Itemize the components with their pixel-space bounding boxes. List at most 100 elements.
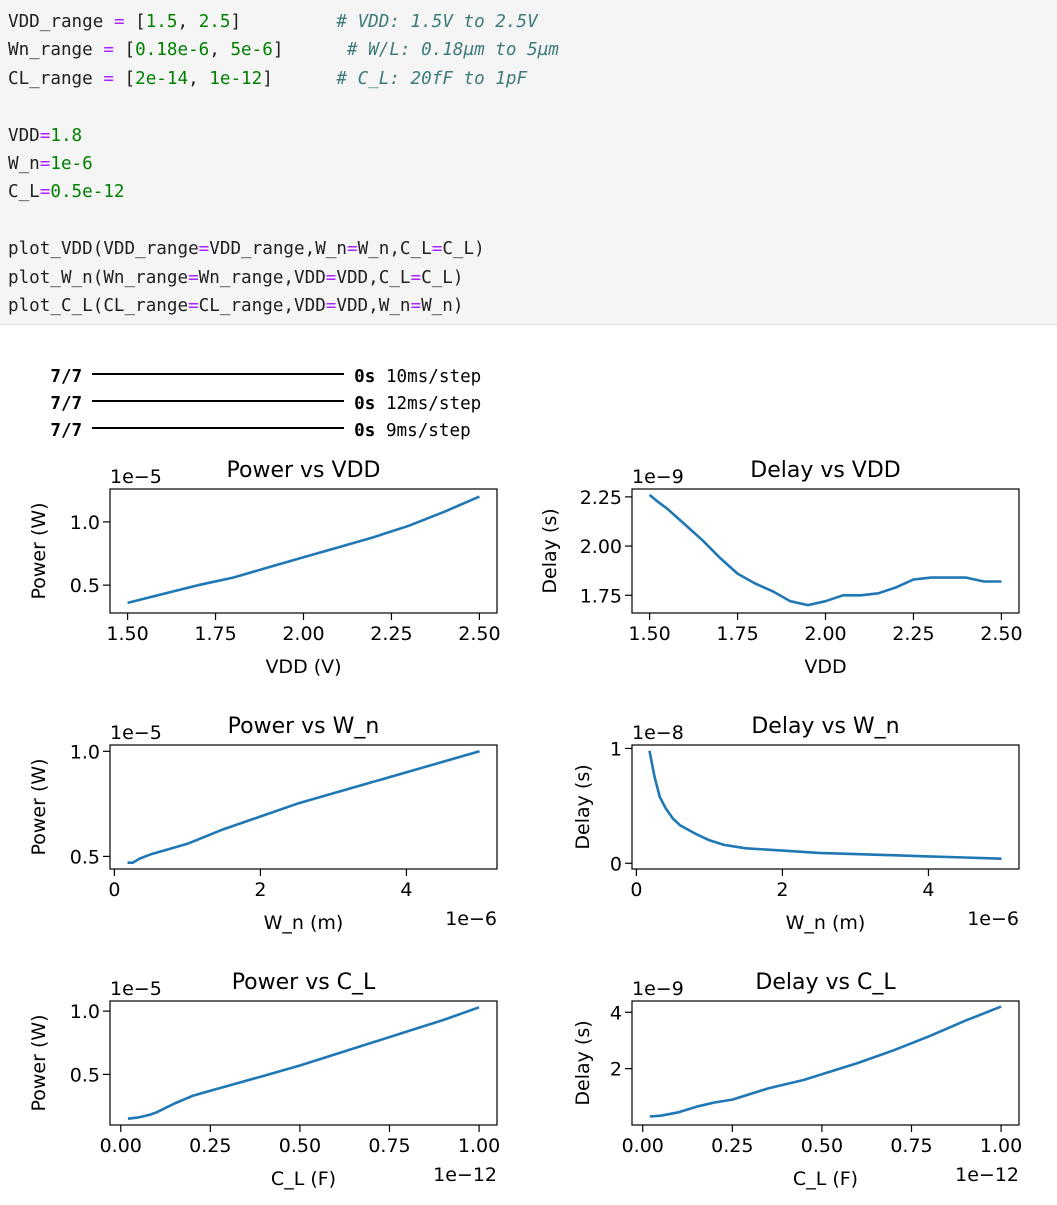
- axes-frame: [631, 488, 1020, 614]
- x-axis-label: W_n (m): [264, 912, 344, 934]
- x-tick-label: 0.00: [622, 1135, 664, 1157]
- chart-title: Power vs C_L: [232, 970, 376, 995]
- code-token: VDD_range: [8, 12, 114, 32]
- code-token: # VDD: 1.5V to 2.5V: [336, 12, 538, 32]
- series-line: [648, 750, 1002, 860]
- progress-rate: 9ms/step: [385, 421, 471, 441]
- code-token: CL_range: [8, 68, 104, 89]
- code-token: =: [39, 125, 51, 146]
- x-scale-label: 1e−12: [955, 1164, 1019, 1186]
- code-token: =: [39, 154, 51, 174]
- code-token: C_L: [8, 182, 40, 203]
- series-line: [127, 750, 480, 865]
- code-token: =: [103, 40, 114, 61]
- x-tick-label: 2.25: [892, 623, 934, 645]
- x-tick-label: 0.50: [801, 1135, 843, 1157]
- code-token: ]: [262, 68, 337, 89]
- code-token: ]: [272, 40, 347, 61]
- code-token: 1e-12: [209, 68, 263, 89]
- code-token: =: [410, 296, 422, 316]
- x-tick-label: 0.00: [100, 1135, 142, 1157]
- x-tick-label: 0.25: [189, 1135, 231, 1157]
- axes-frame: [109, 744, 498, 870]
- chart-6: 0.00 0.25 0.50 0.75 1.00 2 4 Delay vs C_L 1e−9 C_…: [572, 970, 1022, 1190]
- progress-bar: [92, 400, 345, 402]
- code-token: =: [325, 267, 337, 288]
- y-scale-label: 1e−9: [632, 466, 684, 488]
- x-tick-label: 1.75: [716, 623, 758, 645]
- code-token: =: [113, 12, 125, 32]
- code-line: VDD=1.8: [8, 122, 82, 150]
- y-scale-label: 1e−9: [632, 978, 684, 1000]
- x-tick-label: 2: [254, 879, 266, 901]
- code-token: =: [188, 267, 199, 288]
- x-tick-label: 1.75: [194, 623, 236, 645]
- progress-bar: [92, 427, 345, 429]
- y-tick-label: 1: [610, 738, 622, 760]
- chart-2: 1.50 1.75 2.00 2.25 2.50 1.75 2.00 2.25 Delay vs…: [539, 458, 1023, 678]
- series-line: [648, 493, 1002, 607]
- code-token: ]: [230, 12, 337, 32]
- chart-5: 0.00 0.25 0.50 0.75 1.00 0.5 1.0 Power vs C_L 1e…: [28, 970, 500, 1190]
- y-tick-label: 2: [610, 1059, 622, 1081]
- code-token: ,: [177, 12, 199, 32]
- axes-frame: [631, 744, 1020, 870]
- y-axis-label: Power (W): [28, 1014, 50, 1111]
- y-tick-label: 2.25: [580, 487, 622, 509]
- code-line: W_n=1e-6: [8, 150, 93, 178]
- chart-title: Power vs VDD: [227, 458, 381, 483]
- code-token: VDD_range,W_n: [209, 239, 347, 260]
- x-tick-label: 0.75: [890, 1135, 932, 1157]
- progress-time: 0s: [354, 421, 376, 441]
- code-line: plot_W_n(Wn_range=Wn_range,VDD=VDD,C_L=C…: [8, 264, 464, 292]
- progress-rate: 10ms/step: [385, 367, 482, 387]
- x-tick-label: 1.00: [458, 1135, 500, 1157]
- x-tick-label: 2: [776, 879, 788, 901]
- code-line: Wn_range = [0.18e-6, 5e-6] # W/L: 0.18µm…: [8, 36, 559, 64]
- code-token: ,: [188, 68, 210, 89]
- chart-4: 0 2 4 0 1 Delay vs W_n 1e−8 W_n (m) 1e−6 Delay (s…: [572, 714, 1020, 934]
- axes-frame: [631, 1000, 1020, 1126]
- x-axis-label: VDD: [804, 656, 846, 678]
- code-line: C_L=0.5e-12: [8, 178, 125, 206]
- progress-line: 7/7 0s 9ms/step: [8, 391, 470, 441]
- code-token: 2.5: [198, 12, 231, 32]
- code-token: =: [39, 182, 51, 203]
- axes-frame: [109, 488, 498, 614]
- y-scale-label: 1e−5: [110, 466, 162, 488]
- code-token: C_L): [442, 239, 485, 260]
- code-token: plot_W_n(Wn_range: [8, 267, 189, 288]
- axes-frame: [109, 1000, 498, 1126]
- code-token: [: [113, 68, 136, 89]
- y-tick-label: 1.75: [580, 585, 622, 607]
- code-line: VDD_range = [1.5, 2.5] # VDD: 1.5V to 2.…: [8, 8, 538, 36]
- x-tick-label: 0.50: [279, 1135, 321, 1157]
- code-token: ,: [209, 40, 231, 61]
- progress-count: 7/7: [50, 394, 83, 414]
- x-tick-label: 2.50: [980, 623, 1022, 645]
- progress-time: 0s: [354, 367, 376, 387]
- code-token: 5e-6: [230, 40, 273, 61]
- y-tick-label: 1.0: [70, 741, 100, 763]
- code-cell[interactable]: VDD_range = [1.5, 2.5] # VDD: 1.5V to 2.…: [0, 0, 1057, 325]
- code-line: plot_C_L(CL_range=CL_range,VDD=VDD,W_n=W…: [8, 292, 464, 320]
- y-tick-label: 0.5: [70, 1064, 100, 1086]
- code-token: W_n,C_L: [357, 239, 432, 260]
- code-token: W_n): [421, 296, 464, 316]
- y-tick-label: 1.0: [70, 512, 100, 534]
- y-tick-label: 0.5: [70, 846, 100, 868]
- code-token: Wn_range,VDD: [198, 267, 326, 288]
- progress-time: 0s: [354, 394, 376, 414]
- code-token: [: [113, 40, 136, 61]
- code-token: VDD,W_n: [336, 296, 411, 316]
- code-token: =: [410, 267, 422, 288]
- code-token: =: [346, 239, 358, 260]
- y-tick-label: 4: [610, 1002, 622, 1024]
- series-line: [127, 1006, 480, 1120]
- x-scale-label: 1e−6: [445, 908, 497, 930]
- x-axis-label: C_L (F): [793, 1168, 858, 1190]
- y-axis-label: Delay (s): [539, 508, 561, 593]
- series-line: [127, 495, 480, 605]
- x-tick-label: 0.75: [368, 1135, 410, 1157]
- progress-count: 7/7: [50, 421, 83, 441]
